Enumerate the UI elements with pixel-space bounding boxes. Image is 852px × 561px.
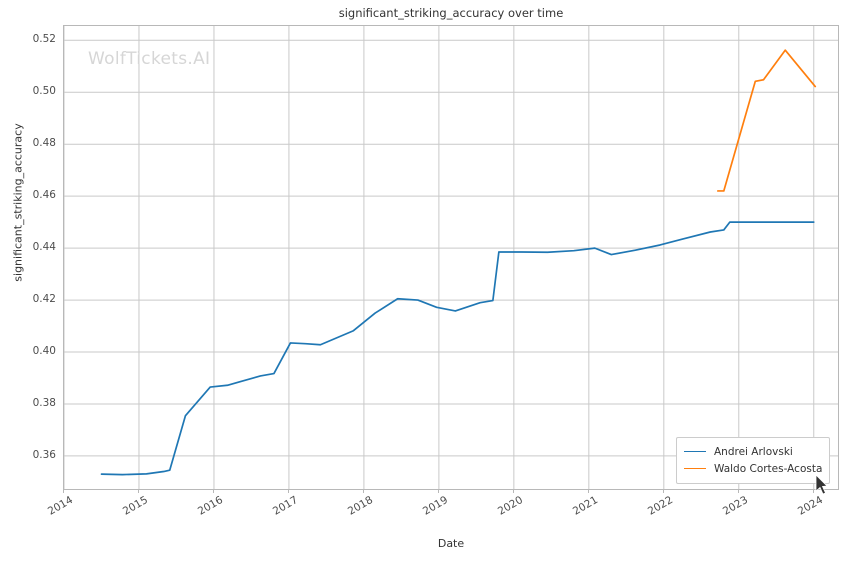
y-tick-label: 0.42 [32,293,56,306]
x-tick-label: 2023 [720,494,750,518]
y-axis-ticks: 0.36 0.38 0.40 0.42 0.44 0.46 0.48 0.50 0.52 [0,25,56,490]
series-line [100,221,815,476]
y-axis-label: significant_striking_accuracy [11,123,25,282]
x-tick-label: 2016 [195,494,225,518]
x-tick-mark [587,490,589,493]
x-tick-label: 2017 [270,494,300,518]
x-tick-label: 2015 [120,494,150,518]
legend-item[interactable]: Waldo Cortes-Acosta [684,460,822,477]
x-tick-mark [362,490,364,493]
y-tick-label: 0.44 [32,241,56,254]
x-tick-mark [137,490,139,493]
legend-item[interactable]: Andrei Arlovski [684,443,822,460]
x-tick-mark [212,490,214,493]
series-line [716,49,817,192]
y-tick-label: 0.48 [32,137,56,150]
x-tick-mark [512,490,514,493]
x-tick-mark [287,490,289,493]
chart-title: significant_striking_accuracy over time [338,6,564,20]
x-tick-label: 2021 [570,494,600,518]
plot-area: WolfTickets.AI [63,25,839,490]
y-tick-label: 0.36 [32,448,56,461]
x-tick-mark [63,490,64,493]
x-tick-label: 2024 [795,494,825,518]
x-tick-mark [662,490,664,493]
legend-label: Waldo Cortes-Acosta [714,462,823,475]
series-lines [100,49,817,476]
x-tick-label: 2022 [645,494,675,518]
x-tick-label: 2020 [495,494,525,518]
grid-lines [64,26,838,489]
chart-legend[interactable]: Andrei Arlovski Waldo Cortes-Acosta [676,437,831,484]
legend-label: Andrei Arlovski [714,445,793,458]
y-tick-label: 0.40 [32,345,56,358]
legend-color-swatch [684,468,706,469]
y-tick-label: 0.46 [32,189,56,202]
x-tick-label: 2014 [45,494,75,518]
x-tick-mark [812,490,814,493]
x-tick-mark [437,490,439,493]
x-tick-label: 2018 [345,494,375,518]
x-tick-mark [737,490,739,493]
y-tick-label: 0.50 [32,85,56,98]
x-axis-label: Date [437,537,465,550]
x-tick-label: 2019 [420,494,450,518]
y-tick-label: 0.38 [32,396,56,409]
x-axis-ticks: 2014 2015 2016 2017 2018 2019 2020 2021 2022 2023… [46,490,839,530]
legend-color-swatch [684,451,706,452]
y-tick-label: 0.52 [32,33,56,46]
